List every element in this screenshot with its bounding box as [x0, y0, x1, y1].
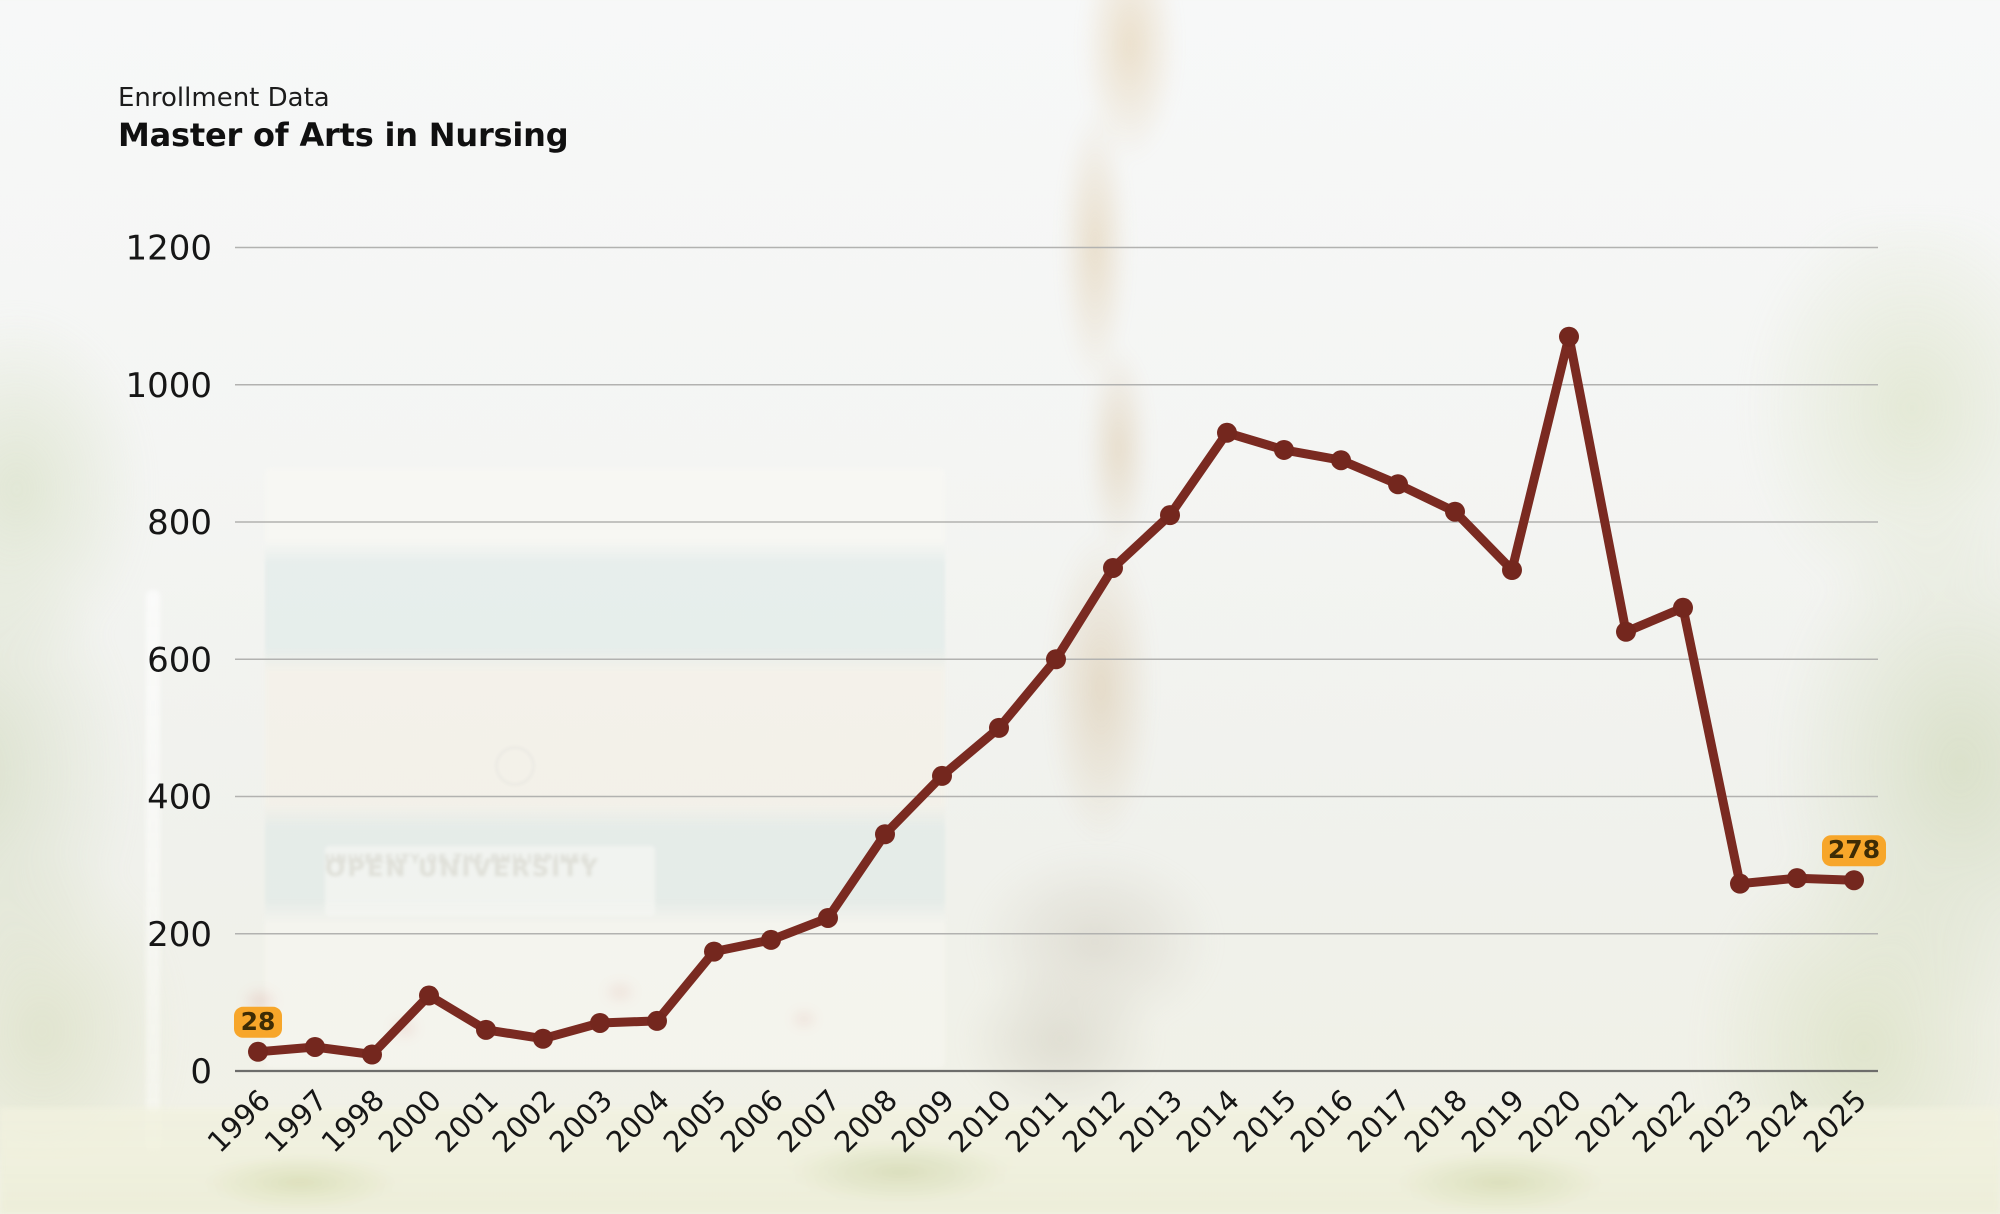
x-tick-label-2002: 2002: [486, 1083, 562, 1159]
data-point-2017: [1388, 474, 1408, 495]
data-point-2000: [419, 985, 439, 1006]
x-tick-label-2003: 2003: [543, 1083, 619, 1159]
x-tick-label-2022: 2022: [1626, 1083, 1702, 1159]
university-seal: [495, 746, 535, 786]
chart-header: Enrollment Data Master of Arts in Nursin…: [118, 82, 569, 156]
y-tick-label-600: 600: [147, 640, 212, 680]
data-point-2013: [1160, 505, 1180, 526]
x-tick-label-2014: 2014: [1170, 1083, 1246, 1159]
x-tick-label-2011: 2011: [999, 1083, 1075, 1159]
data-point-2020: [1559, 326, 1579, 347]
data-point-2021: [1616, 621, 1636, 642]
data-point-2001: [476, 1019, 496, 1040]
data-point-2025: [1844, 870, 1864, 891]
data-point-2006: [761, 929, 781, 950]
data-point-2010: [989, 717, 1009, 738]
y-tick-label-0: 0: [190, 1052, 212, 1092]
enrollment-series-line: [253, 332, 1859, 1059]
data-point-1997: [305, 1036, 325, 1057]
x-tick-label-2016: 2016: [1284, 1083, 1360, 1159]
data-point-2011: [1046, 649, 1066, 670]
y-tick-label-200: 200: [147, 915, 212, 955]
data-point-2008: [875, 824, 895, 845]
data-point-1998: [362, 1044, 382, 1065]
x-tick-label-2023: 2023: [1683, 1083, 1759, 1159]
x-tick-label-2020: 2020: [1512, 1083, 1588, 1159]
data-point-2004: [647, 1010, 667, 1031]
x-tick-label-2007: 2007: [771, 1083, 847, 1159]
data-point-2024: [1787, 868, 1807, 889]
page-title: Master of Arts in Nursing: [118, 116, 569, 154]
building-sign: UNIVERSITY OF THE PHILIPPINES OPEN UNIVE…: [325, 846, 655, 916]
x-tick-label-1997: 1997: [258, 1083, 334, 1159]
background-oblation-statue: [950, 0, 1240, 890]
x-tick-label-2010: 2010: [942, 1083, 1018, 1159]
x-tick-label-2005: 2005: [657, 1083, 733, 1159]
data-point-2022: [1673, 597, 1693, 618]
building-sign-line1: UNIVERSITY OF THE PHILIPPINES: [325, 852, 592, 866]
background-statue-pedestal: [920, 830, 1270, 1110]
data-point-2005: [704, 941, 724, 962]
building-sign-line2: OPEN UNIVERSITY: [325, 854, 600, 882]
x-tick-label-2004: 2004: [600, 1083, 676, 1159]
data-point-2015: [1274, 439, 1294, 460]
background-lamp-post: [146, 590, 160, 1150]
value-badge-label-1996: 28: [241, 1007, 276, 1036]
data-point-1996: [248, 1041, 268, 1062]
x-tick-label-1996: 1996: [201, 1083, 277, 1159]
y-tick-label-800: 800: [147, 503, 212, 543]
background-trees-right: [1600, 220, 2000, 1160]
y-tick-label-1000: 1000: [125, 366, 212, 406]
data-point-2018: [1445, 501, 1465, 522]
x-tick-label-2024: 2024: [1740, 1083, 1816, 1159]
x-tick-label-2018: 2018: [1398, 1083, 1474, 1159]
background-university-building: UNIVERSITY OF THE PHILIPPINES OPEN UNIVE…: [265, 468, 945, 1068]
data-point-2009: [932, 765, 952, 786]
chart-subtitle: Enrollment Data: [118, 83, 330, 113]
x-tick-label-2015: 2015: [1227, 1083, 1303, 1159]
background-grass: [0, 1108, 2000, 1214]
x-tick-label-2019: 2019: [1455, 1083, 1531, 1159]
y-tick-label-1200: 1200: [125, 229, 212, 269]
y-tick-label-400: 400: [147, 778, 212, 818]
value-badge-2025: [1822, 835, 1886, 867]
data-point-2014: [1217, 422, 1237, 443]
x-tick-label-2025: 2025: [1797, 1083, 1873, 1159]
value-badge-1996: [234, 1006, 282, 1038]
x-tick-label-2006: 2006: [714, 1083, 790, 1159]
background-trees-left: [0, 300, 240, 1160]
data-point-2002: [533, 1028, 553, 1049]
x-tick-label-2008: 2008: [828, 1083, 904, 1159]
x-tick-label-2012: 2012: [1056, 1083, 1132, 1159]
x-tick-label-2017: 2017: [1341, 1083, 1417, 1159]
data-point-2012: [1103, 557, 1123, 578]
x-tick-label-2009: 2009: [885, 1083, 961, 1159]
x-tick-label-2021: 2021: [1569, 1083, 1645, 1159]
data-point-2016: [1331, 450, 1351, 471]
value-badge-label-2025: 278: [1828, 835, 1880, 864]
data-point-2003: [590, 1012, 610, 1033]
x-tick-label-1998: 1998: [315, 1083, 391, 1159]
x-tick-label-2000: 2000: [372, 1083, 448, 1159]
data-point-2019: [1502, 560, 1522, 581]
data-point-2007: [818, 907, 838, 928]
x-tick-label-2001: 2001: [429, 1083, 505, 1159]
data-point-2023: [1730, 873, 1750, 894]
x-tick-label-2013: 2013: [1113, 1083, 1189, 1159]
